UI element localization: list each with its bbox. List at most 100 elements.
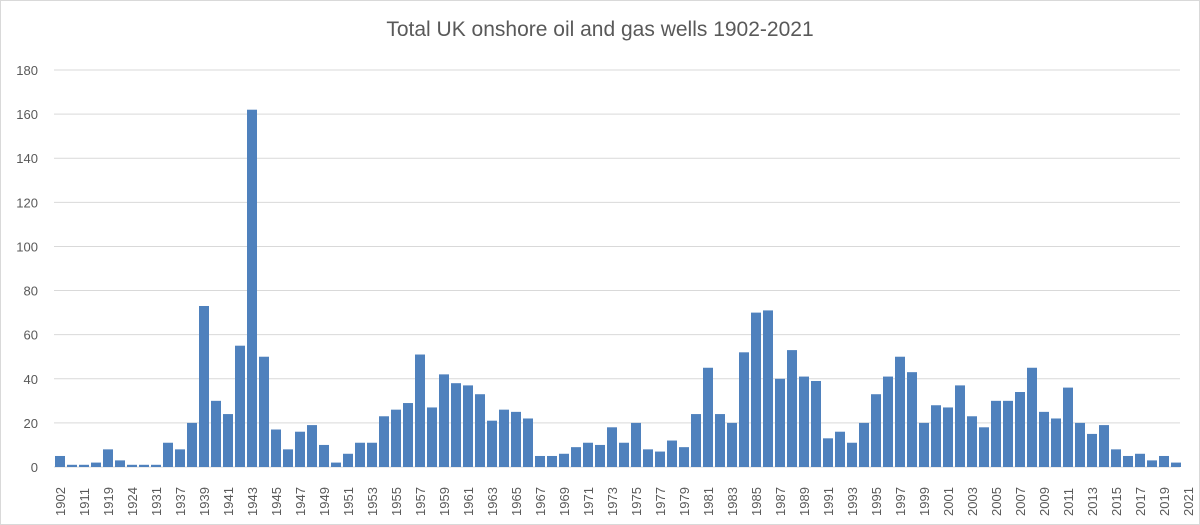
bar-7 <box>139 464 149 467</box>
bar-1981 <box>703 367 713 467</box>
bar-1990 <box>811 380 821 467</box>
bar-1993 <box>847 442 857 467</box>
bar-2011 <box>1063 387 1073 467</box>
bar-1955 <box>391 409 401 467</box>
x-tick-label: 1953 <box>365 487 380 516</box>
x-tick-label: 1991 <box>821 487 836 516</box>
bar-1941 <box>223 414 233 467</box>
bar-1998 <box>907 372 917 467</box>
y-tick-label: 120 <box>16 195 38 210</box>
bar-1911 <box>79 464 89 467</box>
bar-2013 <box>1087 433 1097 467</box>
x-tick-label: 1977 <box>653 487 668 516</box>
bar-1991 <box>823 438 833 467</box>
bar-1989 <box>799 376 809 467</box>
bar-1967 <box>535 455 545 467</box>
bar-1961 <box>463 385 473 467</box>
bar-1948 <box>307 425 317 467</box>
bar-2005 <box>991 400 1001 467</box>
x-tick-label: 1985 <box>749 487 764 516</box>
bar-1996 <box>883 376 893 467</box>
x-tick-label: 1997 <box>893 487 908 516</box>
x-tick-label: 1973 <box>605 487 620 516</box>
x-tick-label: 1961 <box>461 487 476 516</box>
bar-2003 <box>967 416 977 467</box>
bar-1938 <box>187 422 197 467</box>
bar-1952 <box>355 442 365 467</box>
x-tick-label: 1941 <box>221 487 236 516</box>
bar-1983 <box>727 422 737 467</box>
y-tick-label: 80 <box>24 284 38 299</box>
x-tick-label: 1965 <box>509 487 524 516</box>
bar-1960 <box>451 383 461 467</box>
y-tick-label: 180 <box>16 63 38 78</box>
x-tick-label: 1975 <box>629 487 644 516</box>
bar-1975 <box>631 422 641 467</box>
bar-2006 <box>1003 400 1013 467</box>
x-tick-label: 1993 <box>845 487 860 516</box>
x-tick-label: 2001 <box>941 487 956 516</box>
y-tick-label: 160 <box>16 107 38 122</box>
x-tick-label: 1967 <box>533 487 548 516</box>
bar-1949 <box>319 444 329 467</box>
bar-1970 <box>571 447 581 467</box>
y-tick-label: 60 <box>24 328 38 343</box>
x-tick-label: 2019 <box>1157 487 1172 516</box>
bar-1957 <box>415 354 425 467</box>
bar-1984 <box>739 352 749 467</box>
bar-1946 <box>283 449 293 467</box>
x-tick-label: 1902 <box>53 487 68 516</box>
x-tick-label: 1989 <box>797 487 812 516</box>
bar-1986 <box>763 310 773 467</box>
bar-2012 <box>1075 422 1085 467</box>
bar-2014 <box>1099 425 1109 467</box>
bar-1969 <box>559 453 569 467</box>
bar-1954 <box>379 416 389 467</box>
x-tick-label: 1947 <box>293 487 308 516</box>
bar-2016 <box>1123 455 1133 467</box>
x-tick-label: 2021 <box>1181 487 1196 516</box>
y-tick-label: 140 <box>16 151 38 166</box>
bar-1988 <box>787 350 797 467</box>
bar-1992 <box>835 431 845 467</box>
x-tick-label: 1939 <box>197 487 212 516</box>
bar-1950 <box>331 462 341 467</box>
x-tick-label: 2003 <box>965 487 980 516</box>
gridlines <box>54 69 1180 468</box>
bar-2010 <box>1051 418 1061 467</box>
x-tick-label: 1963 <box>485 487 500 516</box>
y-tick-label: 20 <box>24 416 38 431</box>
x-tick-label: 1945 <box>269 487 284 516</box>
x-tick-label: 1987 <box>773 487 788 516</box>
x-tick-label: 2009 <box>1037 487 1052 516</box>
bar-1974 <box>619 442 629 467</box>
bar-1919 <box>103 449 113 467</box>
x-tick-label: 1955 <box>389 487 404 516</box>
bar-2009 <box>1039 411 1049 467</box>
bar-2020 <box>1171 462 1181 467</box>
bar-1947 <box>295 431 305 467</box>
bar-1 <box>67 464 77 467</box>
x-tick-label: 1959 <box>437 487 452 516</box>
y-tick-label: 0 <box>31 460 38 475</box>
bar-5 <box>115 460 125 467</box>
bar-1995 <box>871 394 881 467</box>
bar-1943 <box>247 109 257 467</box>
x-tick-label: 1911 <box>77 488 92 516</box>
chart-title: Total UK onshore oil and gas wells 1902-… <box>386 18 814 41</box>
y-tick-label: 40 <box>24 372 38 387</box>
bar-1994 <box>859 422 869 467</box>
bar-2007 <box>1015 392 1025 467</box>
bar-1965 <box>511 411 521 467</box>
bar-1951 <box>343 453 353 467</box>
bar-1980 <box>691 414 701 467</box>
bar-2002 <box>955 385 965 467</box>
bar-1959 <box>439 374 449 467</box>
bar-1977 <box>655 451 665 467</box>
bar-2001 <box>943 407 953 467</box>
bar-1902 <box>55 455 65 467</box>
x-tick-label: 1957 <box>413 487 428 516</box>
x-tick-label: 1971 <box>581 487 596 516</box>
x-tick-label: 1981 <box>701 487 716 516</box>
x-tick-label: 1924 <box>125 487 140 516</box>
